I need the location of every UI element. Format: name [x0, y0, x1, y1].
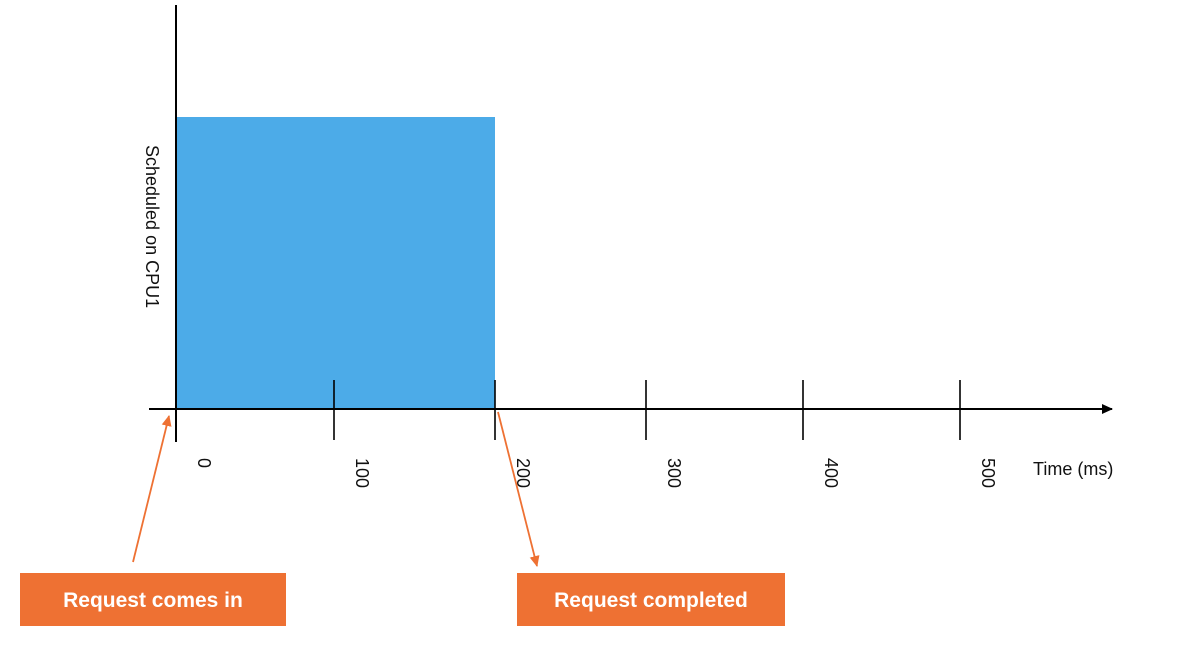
request-completed-label: Request completed	[554, 589, 748, 612]
request-completed-arrow	[497, 411, 540, 567]
tick-labels: 0 100 200 300 400 500	[194, 458, 998, 488]
y-axis-label: Scheduled on CPU1	[142, 145, 162, 308]
x-axis-label: Time (ms)	[1033, 459, 1113, 479]
tick-label-500: 500	[978, 458, 998, 488]
tick-label-0: 0	[194, 458, 214, 468]
scheduled-block	[176, 117, 495, 409]
tick-label-400: 400	[821, 458, 841, 488]
request-in-label: Request comes in	[63, 589, 243, 612]
tick-label-200: 200	[513, 458, 533, 488]
request-completed-callout	[517, 573, 785, 626]
tick-label-100: 100	[352, 458, 372, 488]
tick-label-300: 300	[664, 458, 684, 488]
tick-lines	[333, 380, 961, 440]
request-in-arrow	[132, 415, 172, 563]
request-in-callout	[20, 573, 286, 626]
